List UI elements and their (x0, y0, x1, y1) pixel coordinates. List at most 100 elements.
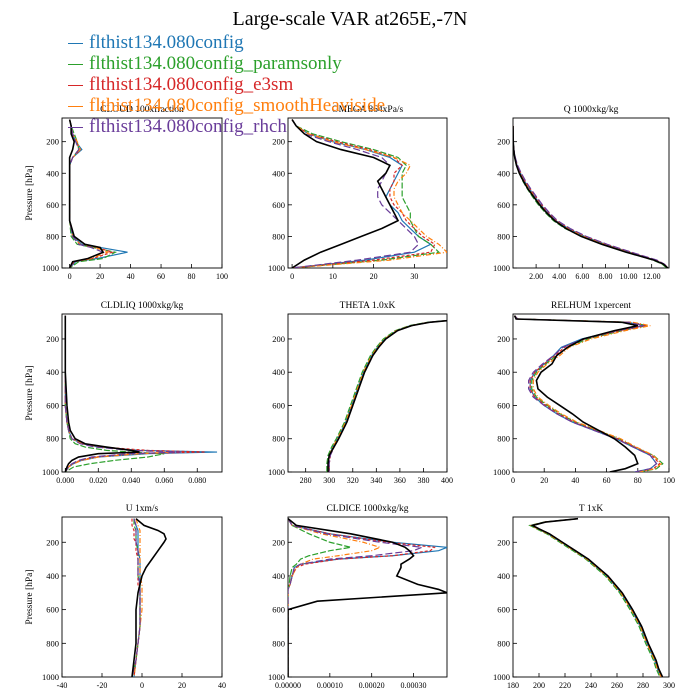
series-line (131, 518, 141, 677)
y-tick-label: 1000 (493, 263, 510, 273)
x-tick-label: 300 (663, 681, 675, 690)
x-tick-label: 100 (216, 272, 228, 281)
panel-title: CLDLIQ 1000xkg/kg (101, 301, 184, 311)
series-line (69, 119, 128, 268)
x-tick-label: 0.00030 (401, 681, 427, 690)
series-line (529, 518, 662, 677)
panel: CLDICE 1000xkg/kg 200 400 600 800 10000.00000… (268, 504, 448, 690)
x-tick-label: -20 (97, 681, 108, 690)
y-tick-label: 400 (46, 367, 59, 377)
legend-item: flthist134.080config (68, 32, 385, 53)
series-group (64, 315, 218, 472)
legend-line-swatch (68, 106, 83, 107)
x-tick-label: 8.00 (598, 272, 612, 281)
x-tick-label: 80 (188, 272, 196, 281)
y-tick-label: 200 (272, 334, 285, 344)
x-tick-label: 300 (323, 476, 335, 485)
panel-title: T 1xK (579, 504, 604, 514)
x-tick-label: -40 (57, 681, 68, 690)
obs-line (291, 119, 400, 268)
y-tick-label: 200 (272, 537, 285, 547)
x-tick-label: 6.00 (575, 272, 589, 281)
panel-frame (61, 516, 223, 678)
y-tick-label: 200 (46, 334, 59, 344)
y-tick-label: 200 (497, 537, 510, 547)
panel: CLDLIQ 1000xkg/kg Pressure [hPa] 200 400 600… (25, 301, 223, 485)
series-group (326, 319, 447, 472)
series-line (327, 320, 447, 472)
legend-label: flthist134.080config_e3sm (89, 74, 294, 95)
x-tick-label: 340 (370, 476, 382, 485)
x-tick-label: 0.00020 (359, 681, 385, 690)
series-line (328, 320, 447, 472)
obs-line (288, 518, 447, 677)
y-tick-label: 800 (272, 231, 285, 241)
series-line (291, 119, 436, 268)
panel: THETA 1.0xK 200 400 600 800 1000 280 300 320 340 3… (268, 301, 453, 485)
y-tick-label: 1000 (42, 672, 59, 682)
obs-line (68, 119, 105, 268)
y-tick-label: 400 (272, 367, 285, 377)
y-tick-label: 400 (497, 571, 510, 581)
panel-frame (512, 516, 670, 678)
x-tick-label: 260 (611, 681, 623, 690)
figure-title: Large-scale VAR at265E,-7N (232, 8, 468, 30)
x-tick-label: 0 (68, 272, 72, 281)
panel: Q 1000xkg/kg 200 400 600 800 1000 2.00 4.00 6.00… (493, 105, 670, 281)
series-line (529, 518, 662, 677)
y-tick-label: 1000 (268, 467, 285, 477)
obs-line (327, 319, 447, 472)
series-line (291, 119, 432, 268)
legend-label: flthist134.080config_paramsonly (89, 53, 342, 74)
series-line (530, 518, 664, 677)
x-tick-label: 0.000 (56, 476, 74, 485)
series-line (327, 320, 447, 472)
y-tick-label: 800 (497, 638, 510, 648)
panel-title: CLDICE 1000xkg/kg (326, 504, 408, 514)
y-tick-label: 600 (46, 605, 59, 615)
x-tick-label: 60 (603, 476, 611, 485)
y-tick-label: 600 (497, 400, 510, 410)
x-tick-label: 220 (559, 681, 571, 690)
series-line (328, 320, 447, 472)
y-tick-label: 800 (272, 434, 285, 444)
series-group (68, 119, 128, 268)
panel-frame (287, 313, 448, 473)
series-line (288, 518, 436, 677)
series-line (64, 315, 206, 472)
x-tick-label: 12.00 (643, 272, 661, 281)
y-axis-label: Pressure [hPa] (25, 165, 35, 220)
x-tick-label: 240 (585, 681, 597, 690)
legend-label: flthist134.080config (89, 32, 244, 53)
y-axis-label: Pressure [hPa] (25, 365, 35, 420)
panel-frame (287, 516, 448, 678)
y-tick-label: 1000 (42, 467, 59, 477)
x-tick-label: 30 (410, 272, 418, 281)
legend-item: flthist134.080config_paramsonly (68, 53, 385, 74)
y-tick-label: 400 (497, 367, 510, 377)
x-tick-label: 0.040 (122, 476, 140, 485)
series-line (64, 315, 181, 472)
y-tick-label: 600 (497, 200, 510, 210)
panel-title: CLOUD 100xfraction (100, 104, 184, 115)
legend-item: flthist134.080config_smoothHeaviside (68, 95, 385, 116)
y-tick-label: 200 (497, 334, 510, 344)
x-tick-label: 40 (218, 681, 226, 690)
series-group (528, 517, 664, 677)
series-line (528, 518, 661, 677)
obs-line (64, 315, 140, 472)
x-tick-label: 200 (533, 681, 545, 690)
series-line (514, 315, 663, 472)
legend-item: flthist134.080config_rhch (68, 116, 385, 137)
x-tick-label: 20 (370, 272, 378, 281)
y-tick-label: 600 (46, 400, 59, 410)
series-line (64, 315, 165, 472)
y-tick-label: 1000 (493, 467, 510, 477)
x-tick-label: 360 (394, 476, 406, 485)
series-line (514, 315, 661, 472)
y-tick-label: 200 (272, 137, 285, 147)
